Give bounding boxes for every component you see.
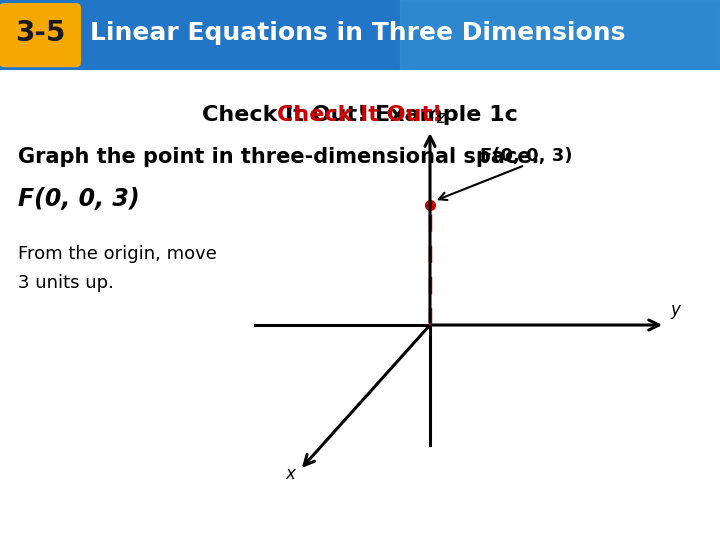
Text: F(0, 0, 3): F(0, 0, 3) (18, 187, 140, 211)
Text: z: z (436, 109, 445, 127)
Text: F(0, 0, 3): F(0, 0, 3) (480, 147, 572, 165)
Text: Graph the point in three-dimensional space.: Graph the point in three-dimensional spa… (18, 147, 539, 167)
Text: Check It Out! Example 1c: Check It Out! Example 1c (202, 105, 518, 125)
Text: Holt Algebra 2: Holt Algebra 2 (7, 516, 107, 529)
Text: From the origin, move
3 units up.: From the origin, move 3 units up. (18, 245, 217, 292)
Text: Copyright © by Holt, Rinehart and Winston. All Rights Reserved.: Copyright © by Holt, Rinehart and Winsto… (377, 517, 713, 528)
FancyBboxPatch shape (0, 3, 81, 67)
Text: y: y (670, 301, 680, 319)
Text: Check It Out!: Check It Out! (277, 105, 443, 125)
Text: 3-5: 3-5 (15, 19, 66, 47)
Text: Linear Equations in Three Dimensions: Linear Equations in Three Dimensions (90, 21, 626, 45)
Bar (400, 0, 720, 70)
Text: Check It Out!: Check It Out! (277, 105, 443, 125)
Text: x: x (285, 465, 295, 483)
Text: Check It Out! Example 1c: Check It Out! Example 1c (202, 105, 518, 125)
